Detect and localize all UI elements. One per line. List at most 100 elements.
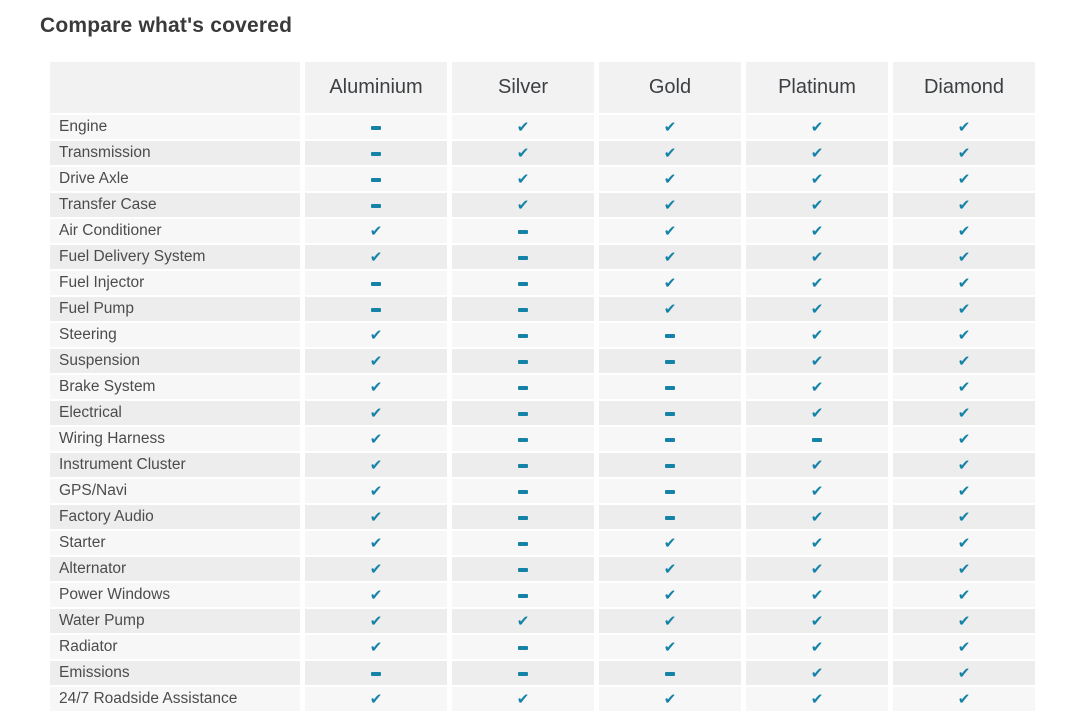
check-icon: ✔ [810, 143, 824, 162]
coverage-cell-air-conditioner-diamond: ✔ [893, 219, 1035, 243]
row-label-engine: Engine [50, 115, 300, 139]
column-header-silver: Silver [452, 62, 594, 113]
coverage-cell-instrument-cluster-gold [599, 453, 741, 477]
row-label-starter: Starter [50, 531, 300, 555]
dash-icon [518, 438, 528, 442]
check-icon: ✔ [810, 273, 824, 292]
coverage-cell-suspension-diamond: ✔ [893, 349, 1035, 373]
coverage-cell-air-conditioner-platinum: ✔ [746, 219, 888, 243]
coverage-cell-wiring-harness-silver [452, 427, 594, 451]
check-icon: ✔ [810, 117, 824, 136]
check-icon: ✔ [369, 481, 383, 500]
coverage-cell-24-7-roadside-assistance-aluminium: ✔ [305, 687, 447, 711]
coverage-cell-fuel-pump-silver [452, 297, 594, 321]
coverage-cell-radiator-silver [452, 635, 594, 659]
dash-icon [518, 308, 528, 312]
dash-icon [518, 672, 528, 676]
coverage-cell-alternator-platinum: ✔ [746, 557, 888, 581]
coverage-cell-transfer-case-gold: ✔ [599, 193, 741, 217]
coverage-cell-electrical-aluminium: ✔ [305, 401, 447, 425]
row-label-fuel-delivery-system: Fuel Delivery System [50, 245, 300, 269]
coverage-cell-transmission-platinum: ✔ [746, 141, 888, 165]
coverage-cell-emissions-diamond: ✔ [893, 661, 1035, 685]
coverage-cell-steering-aluminium: ✔ [305, 323, 447, 347]
coverage-cell-power-windows-silver [452, 583, 594, 607]
coverage-cell-engine-silver: ✔ [452, 115, 594, 139]
check-icon: ✔ [957, 195, 971, 214]
dash-icon [371, 178, 381, 182]
check-icon: ✔ [957, 637, 971, 656]
check-icon: ✔ [516, 169, 530, 188]
coverage-cell-gps-navi-silver [452, 479, 594, 503]
check-icon: ✔ [369, 221, 383, 240]
coverage-cell-emissions-gold [599, 661, 741, 685]
row-label-transfer-case: Transfer Case [50, 193, 300, 217]
check-icon: ✔ [369, 403, 383, 422]
dash-icon [518, 516, 528, 520]
dash-icon [371, 126, 381, 130]
coverage-cell-drive-axle-gold: ✔ [599, 167, 741, 191]
coverage-cell-water-pump-platinum: ✔ [746, 609, 888, 633]
check-icon: ✔ [663, 247, 677, 266]
dash-icon [518, 256, 528, 260]
check-icon: ✔ [369, 637, 383, 656]
check-icon: ✔ [810, 533, 824, 552]
row-label-electrical: Electrical [50, 401, 300, 425]
check-icon: ✔ [810, 377, 824, 396]
dash-icon [371, 308, 381, 312]
check-icon: ✔ [810, 221, 824, 240]
coverage-cell-alternator-gold: ✔ [599, 557, 741, 581]
coverage-cell-water-pump-diamond: ✔ [893, 609, 1035, 633]
dash-icon [812, 438, 822, 442]
coverage-cell-fuel-injector-platinum: ✔ [746, 271, 888, 295]
coverage-comparison-table: Aluminium Silver Gold Platinum Diamond Engine… [50, 62, 1035, 711]
dash-icon [665, 516, 675, 520]
check-icon: ✔ [957, 221, 971, 240]
coverage-cell-drive-axle-platinum: ✔ [746, 167, 888, 191]
coverage-cell-water-pump-gold: ✔ [599, 609, 741, 633]
check-icon: ✔ [957, 585, 971, 604]
coverage-cell-emissions-platinum: ✔ [746, 661, 888, 685]
coverage-cell-alternator-silver [452, 557, 594, 581]
coverage-cell-wiring-harness-diamond: ✔ [893, 427, 1035, 451]
check-icon: ✔ [369, 611, 383, 630]
coverage-cell-fuel-delivery-system-diamond: ✔ [893, 245, 1035, 269]
check-icon: ✔ [369, 585, 383, 604]
check-icon: ✔ [663, 299, 677, 318]
coverage-cell-fuel-injector-aluminium [305, 271, 447, 295]
coverage-cell-fuel-pump-platinum: ✔ [746, 297, 888, 321]
coverage-cell-drive-axle-aluminium [305, 167, 447, 191]
check-icon: ✔ [810, 195, 824, 214]
check-icon: ✔ [810, 637, 824, 656]
dash-icon [518, 464, 528, 468]
coverage-cell-power-windows-gold: ✔ [599, 583, 741, 607]
dash-icon [665, 490, 675, 494]
coverage-cell-engine-aluminium [305, 115, 447, 139]
coverage-cell-transfer-case-silver: ✔ [452, 193, 594, 217]
coverage-cell-starter-aluminium: ✔ [305, 531, 447, 555]
check-icon: ✔ [810, 611, 824, 630]
coverage-cell-24-7-roadside-assistance-silver: ✔ [452, 687, 594, 711]
row-label-power-windows: Power Windows [50, 583, 300, 607]
check-icon: ✔ [957, 351, 971, 370]
dash-icon [518, 386, 528, 390]
dash-icon [665, 386, 675, 390]
check-icon: ✔ [663, 585, 677, 604]
check-icon: ✔ [957, 533, 971, 552]
coverage-cell-fuel-injector-silver [452, 271, 594, 295]
check-icon: ✔ [810, 585, 824, 604]
check-icon: ✔ [516, 195, 530, 214]
coverage-cell-emissions-aluminium [305, 661, 447, 685]
check-icon: ✔ [810, 325, 824, 344]
coverage-cell-fuel-injector-gold: ✔ [599, 271, 741, 295]
check-icon: ✔ [957, 507, 971, 526]
coverage-cell-transmission-aluminium [305, 141, 447, 165]
column-header-gold: Gold [599, 62, 741, 113]
coverage-cell-water-pump-aluminium: ✔ [305, 609, 447, 633]
check-icon: ✔ [810, 689, 824, 708]
coverage-cell-24-7-roadside-assistance-gold: ✔ [599, 687, 741, 711]
dash-icon [371, 152, 381, 156]
coverage-cell-drive-axle-silver: ✔ [452, 167, 594, 191]
check-icon: ✔ [516, 689, 530, 708]
check-icon: ✔ [516, 117, 530, 136]
